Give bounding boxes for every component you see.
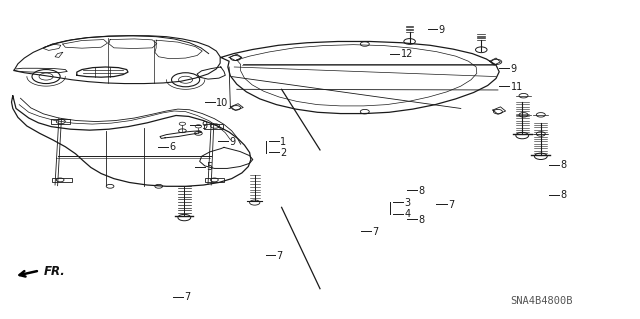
Text: 8: 8 — [419, 186, 425, 196]
Text: 7: 7 — [276, 251, 283, 261]
Text: 7: 7 — [372, 227, 379, 237]
Text: 9: 9 — [201, 121, 207, 131]
Bar — [205, 178, 224, 182]
Text: 9: 9 — [229, 137, 236, 147]
Bar — [52, 178, 72, 182]
Text: 8: 8 — [419, 215, 425, 225]
Text: SNA4B4800B: SNA4B4800B — [510, 296, 573, 307]
Text: 7: 7 — [448, 200, 454, 210]
Text: 12: 12 — [401, 49, 413, 59]
Text: 7: 7 — [184, 292, 191, 302]
Text: 6: 6 — [169, 142, 175, 152]
Text: FR.: FR. — [44, 265, 65, 278]
Text: 8: 8 — [561, 190, 567, 200]
Text: 9: 9 — [511, 63, 517, 74]
Text: 9: 9 — [438, 25, 445, 35]
Text: 8: 8 — [561, 160, 567, 170]
Bar — [51, 119, 70, 124]
Text: 10: 10 — [216, 98, 228, 108]
Text: 2: 2 — [280, 148, 287, 158]
Text: 4: 4 — [404, 209, 411, 219]
Text: 5: 5 — [206, 162, 212, 173]
Text: 11: 11 — [511, 82, 523, 92]
Bar — [204, 124, 223, 129]
Text: 1: 1 — [280, 137, 287, 147]
Text: 3: 3 — [404, 197, 411, 208]
